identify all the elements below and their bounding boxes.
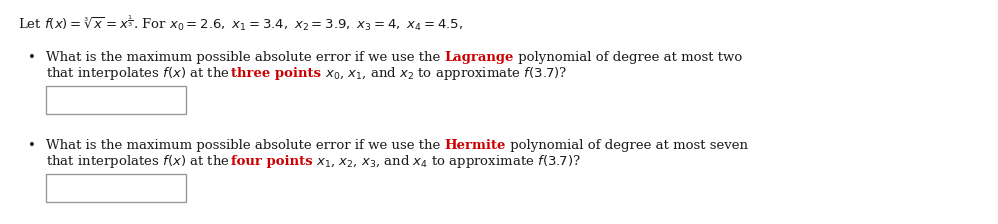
Text: What is the maximum possible absolute error if we use the: What is the maximum possible absolute er… (46, 51, 444, 64)
Text: polynomial of degree at most two: polynomial of degree at most two (514, 51, 743, 64)
Text: polynomial of degree at most seven: polynomial of degree at most seven (506, 139, 748, 152)
Text: three points: three points (231, 67, 320, 80)
Text: •: • (28, 51, 36, 64)
Text: $x_1$, $x_2$, $x_3$, and $x_4$ to approximate $f(3.7)$?: $x_1$, $x_2$, $x_3$, and $x_4$ to approx… (312, 153, 581, 170)
Text: that interpolates $f(x)$ at the: that interpolates $f(x)$ at the (46, 65, 231, 82)
Text: that interpolates $f(x)$ at the: that interpolates $f(x)$ at the (46, 153, 231, 170)
Text: Lagrange: Lagrange (444, 51, 514, 64)
Text: Let $f(x) = \sqrt[3]{x} = x^{\frac{1}{3}}$. For $x_0 = 2.6,\ x_1 = 3.4,\ x_2 = 3: Let $f(x) = \sqrt[3]{x} = x^{\frac{1}{3}… (18, 14, 463, 33)
Text: What is the maximum possible absolute error if we use the: What is the maximum possible absolute er… (46, 139, 444, 152)
Text: Hermite: Hermite (444, 139, 506, 152)
Text: $x_0$, $x_1$, and $x_2$ to approximate $f(3.7)$?: $x_0$, $x_1$, and $x_2$ to approximate $… (320, 65, 567, 82)
Text: four points: four points (231, 155, 312, 168)
Text: •: • (28, 139, 36, 152)
